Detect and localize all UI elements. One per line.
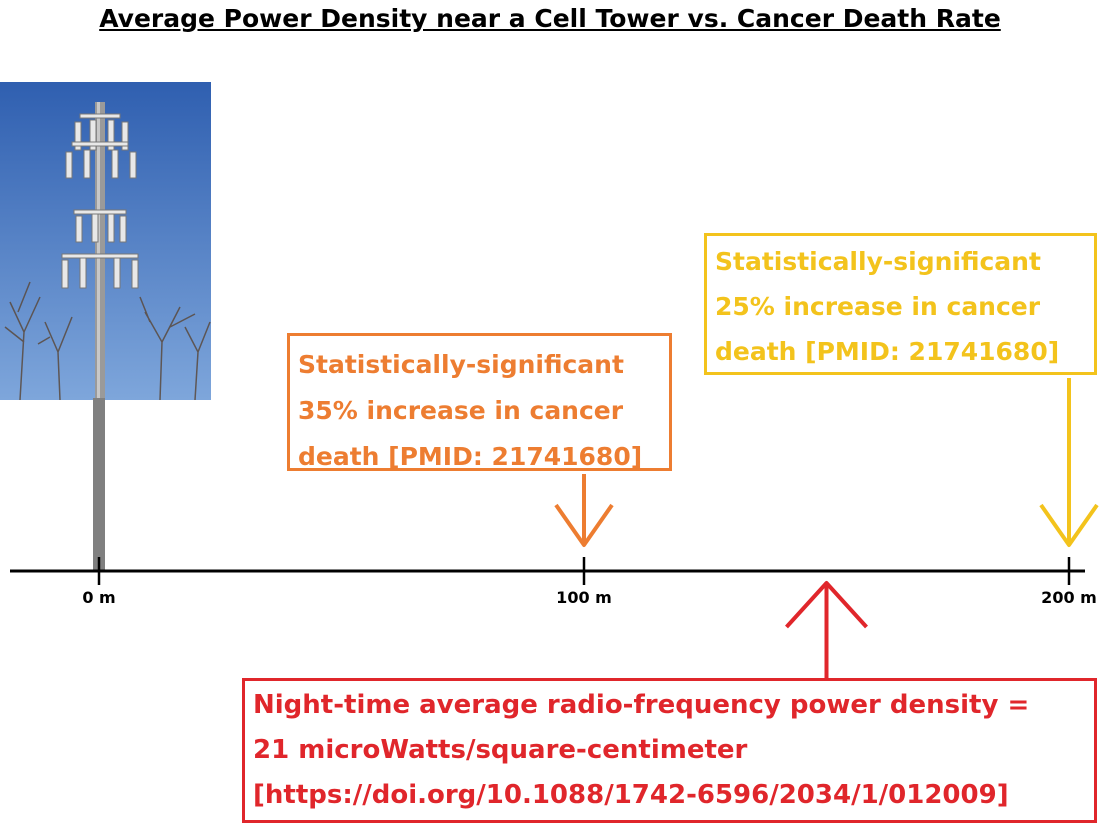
orange-callout-line-1: Statistically-significant (298, 350, 624, 379)
yellow-arrow-head (1039, 503, 1099, 547)
red-callout-box: Night-time average radio-frequency power… (242, 678, 1097, 823)
yellow-callout-line-1: Statistically-significant (715, 247, 1041, 276)
diagram-title: Average Power Density near a Cell Tower … (99, 4, 1001, 33)
red-arrow-head (785, 581, 868, 629)
orange-callout-line-3: death [PMID: 21741680] (298, 442, 643, 471)
red-callout-line-3: [https://doi.org/10.1088/1742-6596/2034/… (253, 780, 1009, 810)
tower-pole (93, 398, 105, 571)
yellow-callout-box: Statistically-significant 25% increase i… (704, 233, 1097, 375)
red-callout-line-2: 21 microWatts/square-centimeter (253, 735, 748, 765)
tick-label-0: 0 m (82, 588, 116, 607)
cell-tower-photo-icon (0, 82, 211, 400)
orange-callout-line-2: 35% increase in cancer (298, 396, 624, 425)
yellow-callout-line-3: death [PMID: 21741680] (715, 337, 1060, 366)
tick-label-200: 200 m (1041, 588, 1097, 607)
red-callout-line-1: Night-time average radio-frequency power… (253, 690, 1030, 720)
orange-callout-box: Statistically-significant 35% increase i… (287, 333, 672, 471)
tick-label-100: 100 m (556, 588, 612, 607)
orange-arrow-head (554, 503, 614, 547)
yellow-callout-line-2: 25% increase in cancer (715, 292, 1041, 321)
